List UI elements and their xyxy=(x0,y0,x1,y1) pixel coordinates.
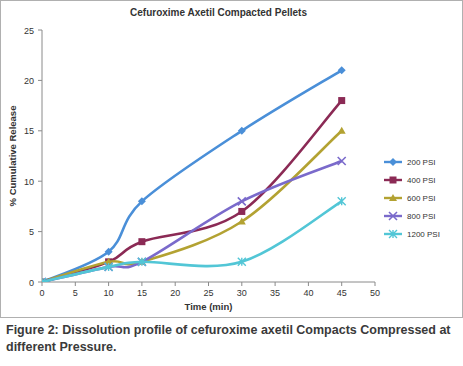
legend-marker xyxy=(389,194,397,201)
x-tick-label: 0 xyxy=(39,288,44,298)
legend-label: 400 PSI xyxy=(407,176,435,185)
y-tick-label: 25 xyxy=(24,26,34,36)
x-tick-label: 25 xyxy=(203,288,213,298)
legend: 200 PSI 400 PSI 600 PSI 800 PSI 1200 PSI xyxy=(384,158,440,239)
x-tick-label: 15 xyxy=(137,288,147,298)
x-tick xyxy=(141,282,142,286)
y-tick-label: 0 xyxy=(29,278,34,288)
title: Cefuroxime Axetil Compacted Pellets xyxy=(130,7,307,18)
caption: Figure 2: Dissolution profile of cefurox… xyxy=(6,322,458,356)
chart-frame xyxy=(1,1,463,318)
legend-label: 800 PSI xyxy=(407,212,435,221)
x-tick-label: 5 xyxy=(73,288,78,298)
marker xyxy=(138,258,146,266)
marker xyxy=(105,248,113,256)
x-tick xyxy=(275,282,276,286)
marker xyxy=(238,218,246,225)
y-axis xyxy=(42,30,43,282)
legend-marker xyxy=(390,177,397,184)
x-tick xyxy=(208,282,209,286)
x-tick-label: 40 xyxy=(303,288,313,298)
y-tick-label: 5 xyxy=(29,227,34,237)
marker xyxy=(238,197,246,205)
marker xyxy=(42,278,46,282)
legend-marker xyxy=(389,230,397,238)
y-tick xyxy=(38,30,42,31)
series-line xyxy=(42,131,342,282)
x-tick xyxy=(308,282,309,286)
x-axis-label: Time (min) xyxy=(185,301,233,312)
marker xyxy=(338,127,346,134)
legend-label: 1200 PSI xyxy=(407,230,440,239)
y-tick-label: 15 xyxy=(24,126,34,136)
y-tick xyxy=(38,282,42,283)
series-line xyxy=(42,201,342,282)
plot-area xyxy=(42,66,346,282)
marker xyxy=(238,208,245,215)
y-tick-label: 20 xyxy=(24,76,34,86)
x-tick-label: 20 xyxy=(170,288,180,298)
x-tick xyxy=(241,282,242,286)
x-tick xyxy=(375,282,376,286)
series-line xyxy=(42,70,342,282)
marker xyxy=(105,263,113,271)
x-tick-label: 50 xyxy=(370,288,380,298)
x-tick-label: 45 xyxy=(337,288,347,298)
x-tick xyxy=(42,282,43,286)
x-tick xyxy=(175,282,176,286)
marker xyxy=(138,238,145,245)
x-tick-label: 30 xyxy=(237,288,247,298)
y-tick-label: 10 xyxy=(24,177,34,187)
marker xyxy=(138,197,146,205)
y-tick xyxy=(38,231,42,232)
y-tick xyxy=(38,130,42,131)
series-line xyxy=(42,161,342,282)
x-tick-label: 10 xyxy=(104,288,114,298)
marker xyxy=(238,127,246,135)
marker xyxy=(338,157,346,165)
x-tick xyxy=(341,282,342,286)
legend-label: 200 PSI xyxy=(407,158,435,167)
marker xyxy=(338,66,346,74)
marker xyxy=(338,197,346,205)
x-tick xyxy=(75,282,76,286)
x-tick-label: 35 xyxy=(270,288,280,298)
marker xyxy=(238,258,246,266)
legend-label: 600 PSI xyxy=(407,194,435,203)
series-line xyxy=(42,101,342,282)
legend-marker xyxy=(389,212,397,220)
marker xyxy=(338,97,345,104)
chart: Cefuroxime Axetil Compacted Pellets 0 5 10 1… xyxy=(0,0,463,318)
x-tick xyxy=(108,282,109,286)
y-tick xyxy=(38,181,42,182)
y-axis-label: % Cumulative Release xyxy=(7,106,18,207)
y-tick xyxy=(38,80,42,81)
legend-marker xyxy=(389,158,397,166)
